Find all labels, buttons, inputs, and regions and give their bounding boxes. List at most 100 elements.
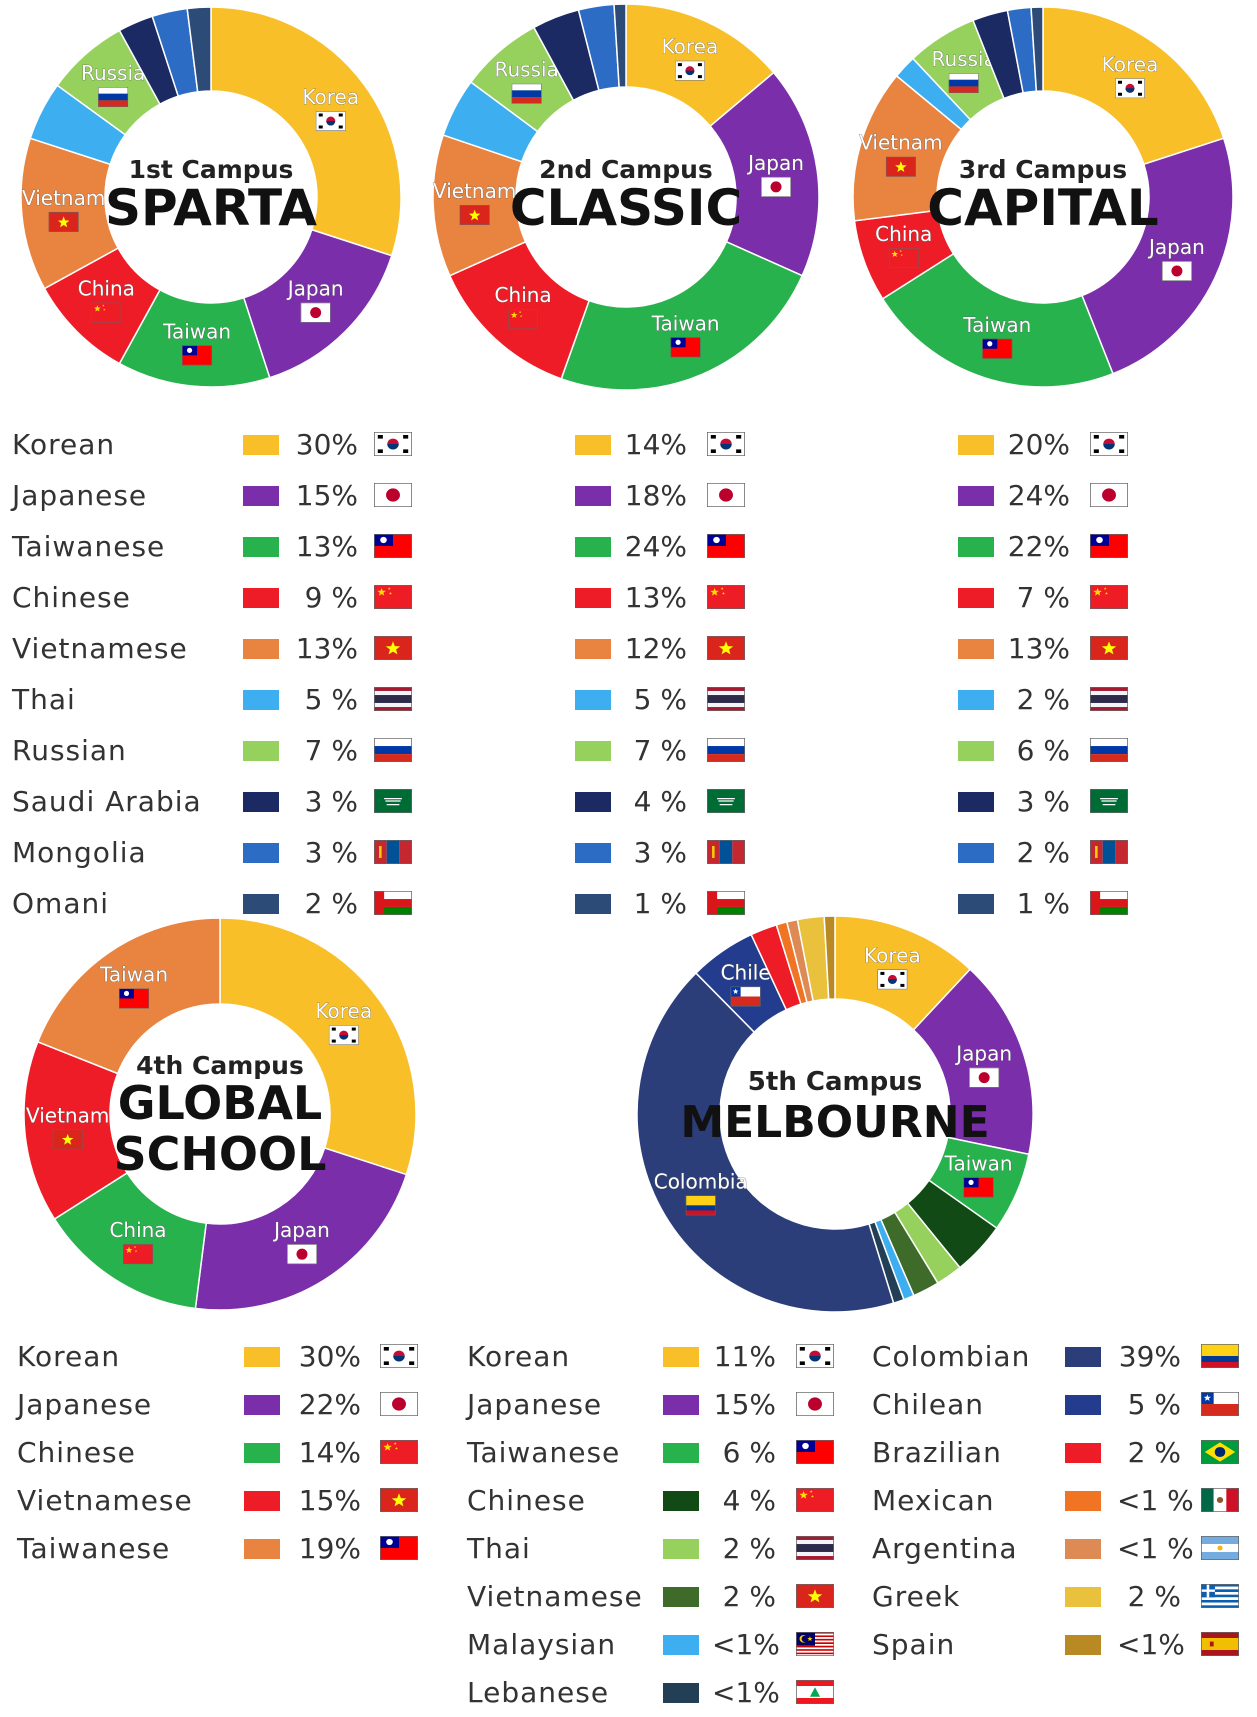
legend-flag (374, 534, 412, 558)
legend-label: Chinese (467, 1484, 586, 1517)
legend-percentage: 14% (624, 428, 687, 461)
legend-swatch (575, 792, 611, 812)
segment-label: China (109, 1218, 166, 1242)
legend-swatch (244, 1347, 280, 1367)
segment-label: Korea (864, 943, 921, 967)
legend-row: Lebanese <1% (467, 1666, 837, 1717)
legend-flag (380, 1344, 418, 1368)
legend-flag (1090, 738, 1128, 762)
legend-percentage: 13% (295, 530, 358, 563)
donut-segment (219, 917, 417, 1176)
campus-number-label: 2nd Campus (539, 155, 713, 184)
legend-flag (796, 1536, 834, 1560)
legend-percentage: 13% (295, 632, 358, 665)
legend-row: Taiwanese 6 % (467, 1426, 837, 1477)
legend-label: Mongolia (12, 836, 147, 869)
legend-flag (707, 483, 745, 507)
legend-row: 1 % (575, 877, 775, 928)
legend-swatch (244, 1443, 280, 1463)
vn-flag-icon (374, 636, 412, 660)
campus-number-label: 3rd Campus (959, 155, 1127, 184)
jp-flag-icon (707, 483, 745, 507)
tw-flag-icon (182, 345, 213, 366)
legend-flag (1201, 1536, 1239, 1560)
segment-label: Vietnam (26, 1103, 109, 1127)
segment-label: China (875, 222, 932, 246)
legend-swatch (663, 1587, 699, 1607)
legend-row: 2 % (958, 826, 1158, 877)
legend-flag (1090, 840, 1128, 864)
cn-flag-icon (888, 248, 919, 269)
legend-percentage: 30% (298, 1340, 361, 1373)
legend-swatch (575, 486, 611, 506)
mn-flag-icon (374, 840, 412, 864)
tw-flag-icon (380, 1536, 418, 1560)
segment-label: Japan (1147, 235, 1205, 259)
legend-row: 24% (958, 469, 1158, 520)
legend-swatch (243, 741, 279, 761)
jp-flag-icon (1090, 483, 1128, 507)
legend-percentage: 3 % (304, 836, 358, 869)
segment-label: Taiwan (962, 313, 1031, 337)
legend-swatch (1065, 1491, 1101, 1511)
legend-flag (374, 840, 412, 864)
legend-swatch (958, 690, 994, 710)
legend-row: Colombian 39% (872, 1330, 1242, 1381)
es-flag-icon (1201, 1632, 1239, 1656)
legend-row: Omani 2 % (12, 877, 432, 928)
kr-flag-icon (374, 432, 412, 456)
legend-flag (707, 891, 745, 915)
legend-label: Chinese (17, 1436, 136, 1469)
legend-row: Taiwanese 19% (17, 1522, 427, 1573)
legend-swatch (1065, 1395, 1101, 1415)
legend-row: Japanese 15% (467, 1378, 837, 1429)
legend-row: Greek 2 % (872, 1570, 1242, 1621)
legend-label: Taiwanese (467, 1436, 621, 1469)
legend-flag (1090, 585, 1128, 609)
ru-flag-icon (511, 83, 542, 104)
legend-label: Malaysian (467, 1628, 617, 1661)
campus-name-label: CAPITAL (927, 179, 1158, 237)
legend-flag (796, 1632, 834, 1657)
legend-flag (1090, 432, 1128, 456)
legend-swatch (244, 1395, 280, 1415)
legend-flag (374, 738, 412, 762)
ru-flag-icon (1090, 738, 1128, 762)
legend-row: Korean 30% (12, 418, 432, 469)
legend-row: Thai 2 % (467, 1522, 837, 1573)
legend-flag (380, 1536, 418, 1560)
legend-flag (796, 1680, 834, 1704)
legend-swatch (243, 435, 279, 455)
donut-segment (210, 6, 402, 257)
legend-swatch (958, 792, 994, 812)
om-flag-icon (707, 891, 745, 915)
mn-flag-icon (1090, 840, 1128, 864)
th-flag-icon (707, 687, 745, 711)
cn-flag-icon (374, 585, 412, 609)
lb-flag-icon (796, 1680, 834, 1704)
legend-flag (796, 1440, 834, 1464)
donut-segment (636, 971, 895, 1313)
segment-label: Vietnam (433, 179, 516, 203)
melbourne-donut-chart: Korea Japan Taiwan Colombia Chile 5th CampusM… (636, 915, 1034, 1313)
vn-flag-icon (1090, 636, 1128, 660)
legend-row: Chilean 5 % (872, 1378, 1242, 1429)
jp-flag-icon (380, 1392, 418, 1416)
legend-percentage: <1% (1117, 1628, 1185, 1661)
legend-percentage: 2 % (1016, 683, 1070, 716)
legend-label: Japanese (467, 1388, 603, 1421)
legend-swatch (958, 588, 994, 608)
donut-segment (1081, 137, 1234, 375)
legend-flag (374, 585, 412, 609)
campus-name-label: CLASSIC (510, 179, 742, 237)
legend-label: Colombian (872, 1340, 1031, 1373)
kr-flag-icon (328, 1025, 359, 1046)
legend-row: Japanese 15% (12, 469, 432, 520)
donut-segment (186, 6, 212, 93)
segment-label: Taiwan (651, 311, 720, 335)
segment-label: Japan (286, 277, 344, 301)
legend-percentage: 20% (1007, 428, 1070, 461)
jp-flag-icon (761, 176, 792, 197)
legend-flag (707, 687, 745, 711)
vn-flag-icon (796, 1584, 834, 1608)
